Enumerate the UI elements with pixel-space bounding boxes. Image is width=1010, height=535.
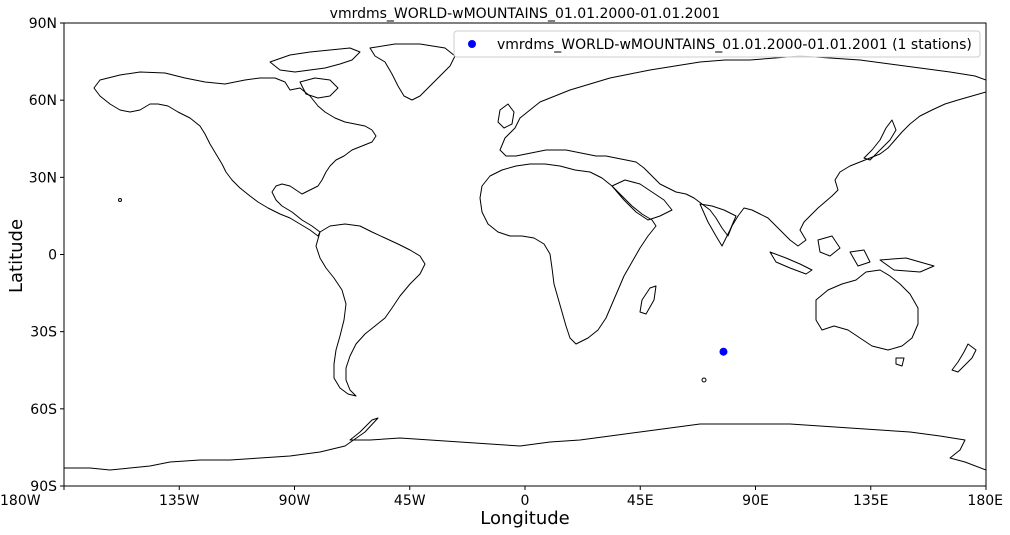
coast-arctic-islands [269,47,361,73]
coast-hawaii [118,198,122,202]
coast-eurasia [499,55,986,247]
scatter-points [719,347,728,356]
x-tick-label: 135E [853,493,889,509]
coast-australia [815,269,919,351]
coast-tasmania [895,357,905,367]
y-tick-label: 90N [29,16,57,32]
coast-antarctica [64,417,986,486]
legend: vmrdms_WORLD-wMOUNTAINS_01.01.2000-01.01… [453,30,981,58]
y-tick-label: 90S [30,479,57,495]
coast-south-america [315,223,426,397]
legend-label: vmrdms_WORLD-wMOUNTAINS_01.01.2000-01.01… [497,37,972,53]
plot-area [60,22,987,490]
tick-marks [60,22,987,490]
y-axis-title: Latitude [6,219,27,293]
coast-indonesia [769,235,935,275]
coast-greenland [369,43,456,101]
coast-uk [497,103,515,129]
y-tick-label: 60N [29,93,57,109]
y-tick-label: 30N [29,170,57,186]
coast-new-zealand [951,343,977,373]
x-tick-label: 45W [394,493,426,509]
x-tick-label: 135W [159,493,200,509]
coast-kerguelen [701,377,707,383]
y-tick-label: 0 [48,248,57,264]
coast-india [699,203,737,247]
x-tick-label: 90W [279,493,311,509]
plot-title: vmrdms_WORLD-wMOUNTAINS_01.01.2000-01.01… [330,6,721,22]
legend-marker [468,40,476,48]
coast-north-america [93,71,377,237]
x-tick-label: 45E [627,493,654,509]
plot-frame [63,22,987,487]
x-tick-label: 180W [0,493,41,509]
coast-japan [863,119,897,161]
x-tick-label: 180E [967,493,1003,509]
y-tick-label: 60S [30,402,57,418]
x-axis-title: Longitude [480,508,570,529]
coast-africa [479,163,657,345]
coastlines [64,43,986,486]
x-tick-label: 0 [521,493,530,509]
x-tick-label: 90E [742,493,769,509]
coast-arctic-islands-2 [299,77,339,99]
legend-box [453,30,981,58]
y-tick-labels: 90N 60N 30N 0 30S 60S 90S [29,16,57,495]
x-tick-labels: 180W 135W 90W 45W 0 45E 90E 135E 180E [0,493,1003,509]
y-tick-label: 30S [30,325,57,341]
coast-arabia [611,179,673,221]
station-point[interactable] [719,347,728,356]
coast-madagascar [639,285,657,315]
